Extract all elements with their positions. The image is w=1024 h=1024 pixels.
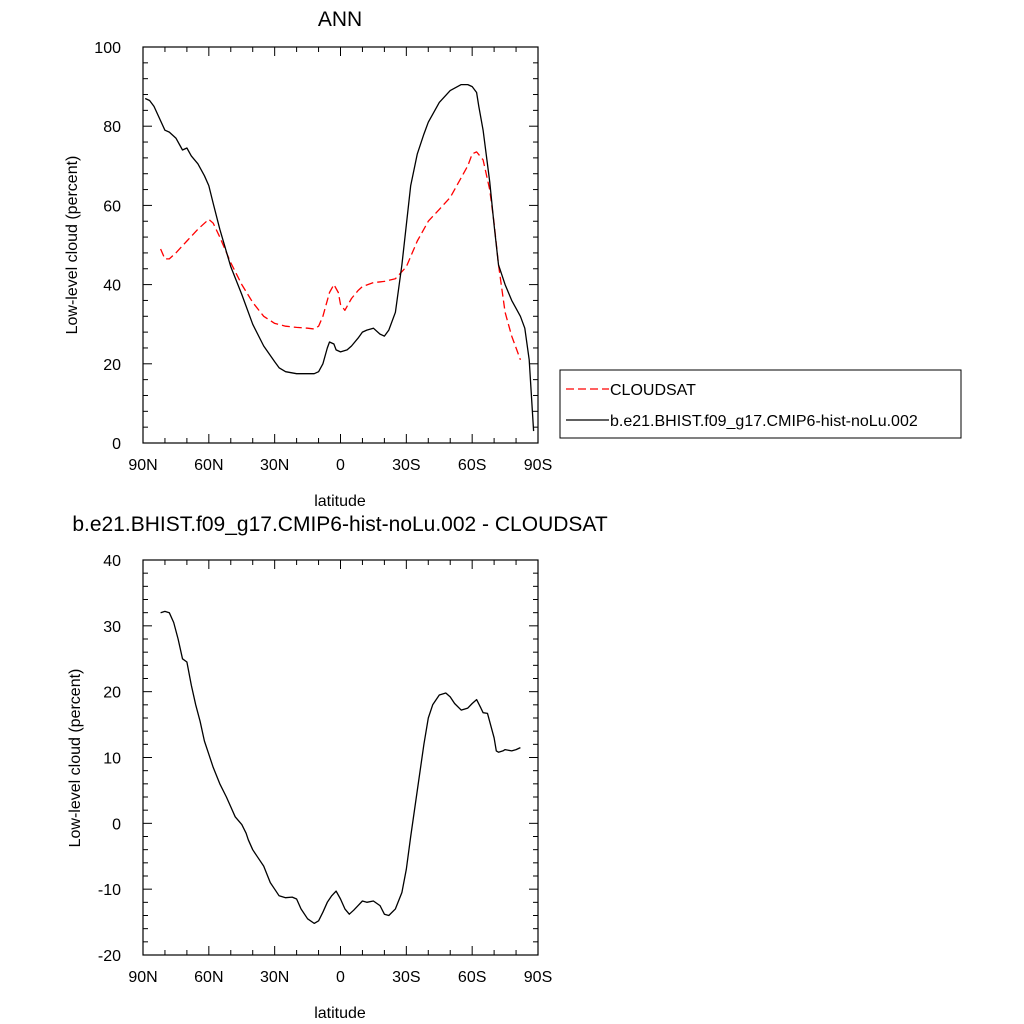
chart-difference: b.e21.BHIST.f09_g17.CMIP6-hist-noLu.002 … xyxy=(67,513,608,1022)
series-line-1-0 xyxy=(160,610,521,925)
y-tick-label: -10 xyxy=(98,882,121,899)
y-tick-label: 40 xyxy=(103,278,121,295)
chart-title: ANN xyxy=(318,8,362,31)
legend-box xyxy=(559,369,962,439)
y-tick-label: 20 xyxy=(103,357,121,374)
x-tick-label: 60N xyxy=(194,457,223,474)
x-tick-label: 90S xyxy=(524,457,552,474)
y-tick-label: 0 xyxy=(112,436,121,453)
legend-label-cloudsat: CLOUDSAT xyxy=(610,382,696,399)
series-lines xyxy=(144,83,535,432)
x-tick-label: 30S xyxy=(392,457,420,474)
series-line-0-0 xyxy=(160,151,522,361)
x-tick-label: 0 xyxy=(336,457,345,474)
x-tick-label: 30S xyxy=(392,969,420,986)
chart-title: b.e21.BHIST.f09_g17.CMIP6-hist-noLu.002 … xyxy=(72,513,608,536)
y-tick-label: 0 xyxy=(112,816,121,833)
y-tick-label: 60 xyxy=(103,198,121,215)
y-axis-label: Low-level cloud (percent) xyxy=(67,669,84,848)
plot-frame xyxy=(142,559,539,956)
chart-annual-low-cloud: ANN 90N 60N 30N 0 30S 60S 90S 0 20 40 60 80 100 lati… xyxy=(64,8,962,510)
x-tick-label: 30N xyxy=(260,457,289,474)
x-tick-label: 30N xyxy=(260,969,289,986)
series-line-0-1 xyxy=(144,83,535,432)
x-tick-label: 60S xyxy=(458,969,486,986)
legend-label-model: b.e21.BHIST.f09_g17.CMIP6-hist-noLu.002 xyxy=(610,413,918,430)
x-tick-label: 60N xyxy=(194,969,223,986)
y-tick-label: 40 xyxy=(103,553,121,570)
y-tick-label: 30 xyxy=(103,619,121,636)
x-tick-label: 90N xyxy=(128,457,157,474)
x-tick-label: 90S xyxy=(524,969,552,986)
y-tick-label: 80 xyxy=(103,119,121,136)
y-tick-label: 10 xyxy=(103,751,121,768)
y-tick-label: 100 xyxy=(94,40,121,57)
axis-ticks: 90N 60N 30N 0 30S 60S 90S 0 20 40 60 80 100 xyxy=(94,40,552,474)
y-axis-label: Low-level cloud (percent) xyxy=(64,156,81,335)
y-tick-label: -20 xyxy=(98,948,121,965)
x-axis-label: latitude xyxy=(314,493,366,510)
legend: CLOUDSAT b.e21.BHIST.f09_g17.CMIP6-hist-… xyxy=(559,369,962,439)
x-tick-label: 60S xyxy=(458,457,486,474)
series-lines xyxy=(160,610,521,925)
x-axis-label: latitude xyxy=(314,1005,366,1022)
axis-ticks: 90N 60N 30N 0 30S 60S 90S -20 -10 0 10 20 30 40 xyxy=(98,553,552,986)
y-tick-label: 20 xyxy=(103,685,121,702)
x-tick-label: 90N xyxy=(128,969,157,986)
x-tick-label: 0 xyxy=(336,969,345,986)
